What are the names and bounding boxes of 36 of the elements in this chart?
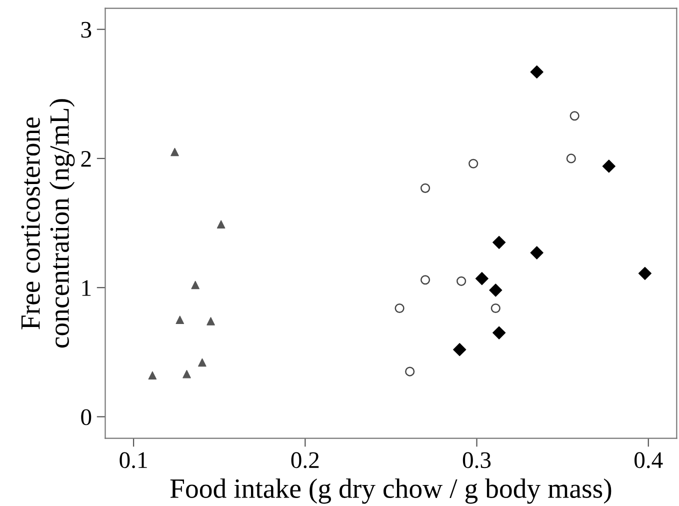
point [191, 280, 200, 290]
point [206, 317, 215, 326]
point [602, 160, 616, 173]
point [475, 272, 488, 286]
point [566, 154, 576, 164]
x-tick-label: 0.2 [291, 452, 319, 468]
point [530, 65, 544, 79]
point [456, 276, 466, 286]
x-tick-label: 0.3 [462, 452, 491, 468]
point [490, 303, 500, 314]
point [638, 266, 652, 280]
point [216, 220, 226, 228]
y-tick-label: 3 [81, 22, 92, 38]
point [148, 371, 157, 380]
y-axis-title: Free corticosterone concentration (ng/mL) [21, 99, 75, 348]
point [453, 343, 466, 356]
point [420, 183, 430, 193]
point [176, 316, 184, 324]
x-tick-label: 0.4 [634, 452, 663, 468]
point [530, 246, 544, 260]
point [420, 275, 430, 285]
point [394, 303, 404, 314]
point [489, 284, 502, 297]
x-tick-label: 0.1 [120, 452, 147, 468]
point [198, 358, 206, 367]
point [570, 111, 580, 121]
y-tick-label: 2 [81, 151, 91, 167]
y-tick-label: 0 [81, 409, 92, 426]
point [468, 158, 478, 168]
x-axis-title: Food intake (g dry chow / g body mass) [170, 478, 612, 504]
point [405, 366, 415, 376]
y-tick-label: 1 [82, 280, 91, 296]
point [170, 148, 179, 156]
point [182, 370, 191, 378]
point [492, 236, 506, 249]
point [492, 326, 506, 340]
